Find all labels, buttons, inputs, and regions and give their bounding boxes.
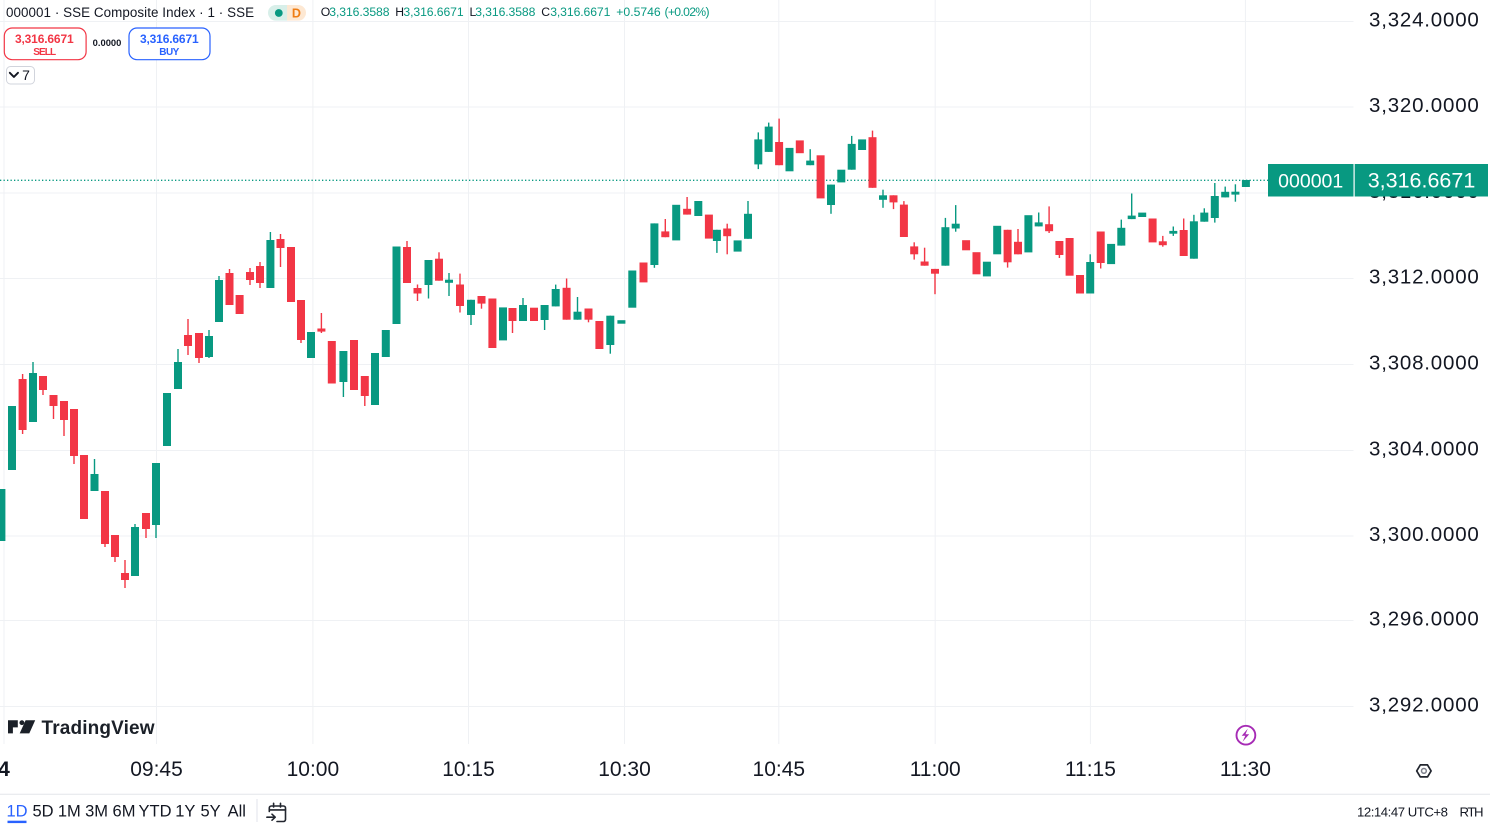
svg-text:10:30: 10:30 <box>598 758 651 781</box>
svg-text:3,308.0000: 3,308.0000 <box>1369 352 1480 375</box>
svg-text:5Y: 5Y <box>201 803 221 821</box>
svg-text:3,296.0000: 3,296.0000 <box>1369 608 1480 631</box>
svg-text:SELL: SELL <box>33 47 56 58</box>
svg-text:TradingView: TradingView <box>42 718 155 739</box>
svg-text:3,304.0000: 3,304.0000 <box>1369 438 1480 461</box>
svg-text:3,316.6671: 3,316.6671 <box>140 32 199 46</box>
svg-text:1M: 1M <box>58 803 81 821</box>
svg-text:3,324.0000: 3,324.0000 <box>1369 9 1480 32</box>
svg-text:3,300.0000: 3,300.0000 <box>1369 523 1480 546</box>
svg-text:6M: 6M <box>113 803 136 821</box>
svg-text:10:15: 10:15 <box>442 758 495 781</box>
svg-text:D: D <box>292 7 301 21</box>
svg-text:4: 4 <box>0 758 10 781</box>
svg-text:10:00: 10:00 <box>287 758 340 781</box>
svg-text:11:00: 11:00 <box>910 758 961 781</box>
svg-text:12:14:47 UTC+8: 12:14:47 UTC+8 <box>1357 805 1448 820</box>
svg-text:5D: 5D <box>32 803 53 821</box>
svg-text:7: 7 <box>22 67 30 83</box>
svg-text:000001 · SSE Composite Index ·: 000001 · SSE Composite Index · 1 · SSE <box>6 5 254 20</box>
svg-text:3,320.0000: 3,320.0000 <box>1369 94 1480 117</box>
svg-text:0.0000: 0.0000 <box>93 37 122 48</box>
svg-text:BUY: BUY <box>159 47 179 58</box>
svg-text:All: All <box>228 803 246 821</box>
svg-text:11:30: 11:30 <box>1220 758 1271 781</box>
svg-text:3,292.0000: 3,292.0000 <box>1369 694 1480 717</box>
svg-text:3,316.6671: 3,316.6671 <box>1368 169 1476 193</box>
svg-text:09:45: 09:45 <box>130 758 183 781</box>
svg-text:RTH: RTH <box>1460 805 1484 820</box>
svg-text:11:15: 11:15 <box>1065 758 1116 781</box>
svg-text:3M: 3M <box>85 803 108 821</box>
svg-text:3,316.6671: 3,316.6671 <box>15 32 74 46</box>
svg-text:3,312.0000: 3,312.0000 <box>1369 266 1480 289</box>
svg-text:000001: 000001 <box>1278 170 1343 192</box>
svg-text:1D: 1D <box>6 803 27 821</box>
svg-text:YTD: YTD <box>139 803 172 821</box>
svg-text:10:45: 10:45 <box>753 758 806 781</box>
svg-text:1Y: 1Y <box>175 803 195 821</box>
